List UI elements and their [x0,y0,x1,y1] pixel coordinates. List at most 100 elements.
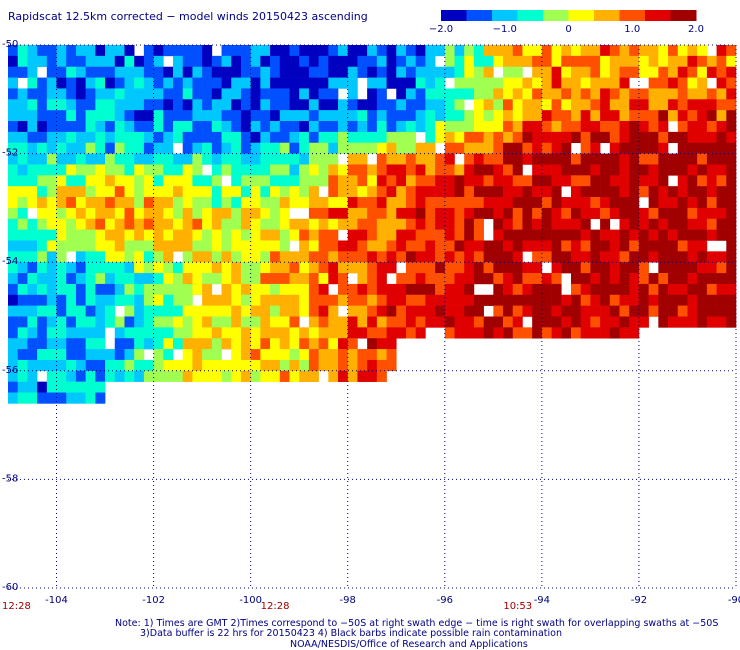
heatmap-cell [347,88,358,100]
heatmap-cell [231,110,242,122]
heatmap-cell [250,164,261,176]
heatmap-cell [454,175,465,187]
heatmap-cell [143,273,154,285]
heatmap-cell [260,110,271,122]
heatmap-cell [192,77,203,89]
heatmap-cell [464,229,475,241]
heatmap-cell [512,66,523,78]
heatmap-cell [600,262,611,274]
heatmap-cell [279,66,290,78]
heatmap-cell [134,121,145,133]
heatmap-cell [512,121,523,133]
heatmap-cell [367,121,378,133]
heatmap-cell [444,240,455,252]
x-tick-label: -104 [45,595,68,606]
heatmap-cell [153,66,164,78]
heatmap-cell [376,142,387,154]
heatmap-cell [648,175,659,187]
heatmap-cell [347,77,358,89]
heatmap-cell [46,55,57,68]
heatmap-cell [415,251,426,263]
heatmap-cell [503,218,514,230]
heatmap-cell [37,207,48,220]
heatmap-cell [376,164,387,176]
heatmap-cell [163,240,174,252]
heatmap-cell [173,88,184,100]
heatmap-cell [27,273,38,285]
heatmap-cell [182,262,193,274]
heatmap-cell [182,283,193,296]
heatmap-cell [464,45,475,57]
heatmap-cell [347,359,358,372]
heatmap-cell [279,153,290,165]
heatmap-cell [240,283,251,296]
heatmap-cell [17,121,28,133]
heatmap-cell [512,240,523,252]
heatmap-cell [289,77,300,89]
heatmap-cell [105,305,116,317]
heatmap-cell [134,207,145,220]
heatmap-cell [163,316,174,328]
heatmap-cell [95,359,106,372]
heatmap-cell [182,305,193,317]
heatmap-cell [367,240,378,252]
heatmap-cell [318,55,329,68]
heatmap-cell [357,186,368,198]
heatmap-cell [182,218,193,230]
heatmap-cell [697,164,708,176]
heatmap-cell [105,251,116,263]
heatmap-cell [570,110,581,122]
heatmap-cell [367,349,378,361]
heatmap-cell [231,66,242,78]
heatmap-cell [551,240,562,252]
heatmap-cell [124,294,135,306]
heatmap-cell [173,316,184,328]
heatmap-cell [668,240,679,252]
heatmap-cell [231,359,242,372]
heatmap-cell [202,294,213,306]
heatmap-cell [211,121,222,133]
heatmap-cell [75,392,86,404]
heatmap-cell [66,110,77,122]
heatmap-cell [328,175,339,187]
heatmap-cell [648,197,659,209]
heatmap-cell [561,99,572,111]
heatmap-cell [619,121,630,133]
heatmap-cell [386,207,397,220]
heatmap-cell [522,55,533,68]
heatmap-cell [143,131,154,144]
heatmap-cell [85,142,96,154]
heatmap-cell [289,88,300,100]
heatmap-cell [503,153,514,165]
heatmap-cell [551,164,562,176]
heatmap-cell [299,164,310,176]
heatmap-cell [648,55,659,68]
heatmap-cell [124,338,135,350]
heatmap-cell [415,175,426,187]
heatmap-cell [308,142,319,154]
heatmap-cell [202,218,213,230]
heatmap-cell [124,99,135,111]
heatmap-cell [415,55,426,68]
heatmap-cell [124,197,135,209]
heatmap-cell [17,251,28,263]
heatmap-cell [56,251,67,263]
heatmap-cell [619,99,630,111]
heatmap-cell [697,88,708,100]
heatmap-cell [347,99,358,111]
heatmap-cell [367,55,378,68]
heatmap-cell [328,153,339,165]
heatmap-cell [473,327,484,339]
heatmap-cell [425,153,436,165]
heatmap-cell [260,294,271,306]
heatmap-cell [182,99,193,111]
heatmap-cell [75,197,86,209]
heatmap-cell [357,131,368,144]
heatmap-cell [726,186,737,198]
heatmap-cell [66,218,77,230]
heatmap-cell [308,305,319,317]
heatmap-cell [328,229,339,241]
heatmap-cell [173,359,184,372]
heatmap-cell [250,294,261,306]
heatmap-cell [202,273,213,285]
